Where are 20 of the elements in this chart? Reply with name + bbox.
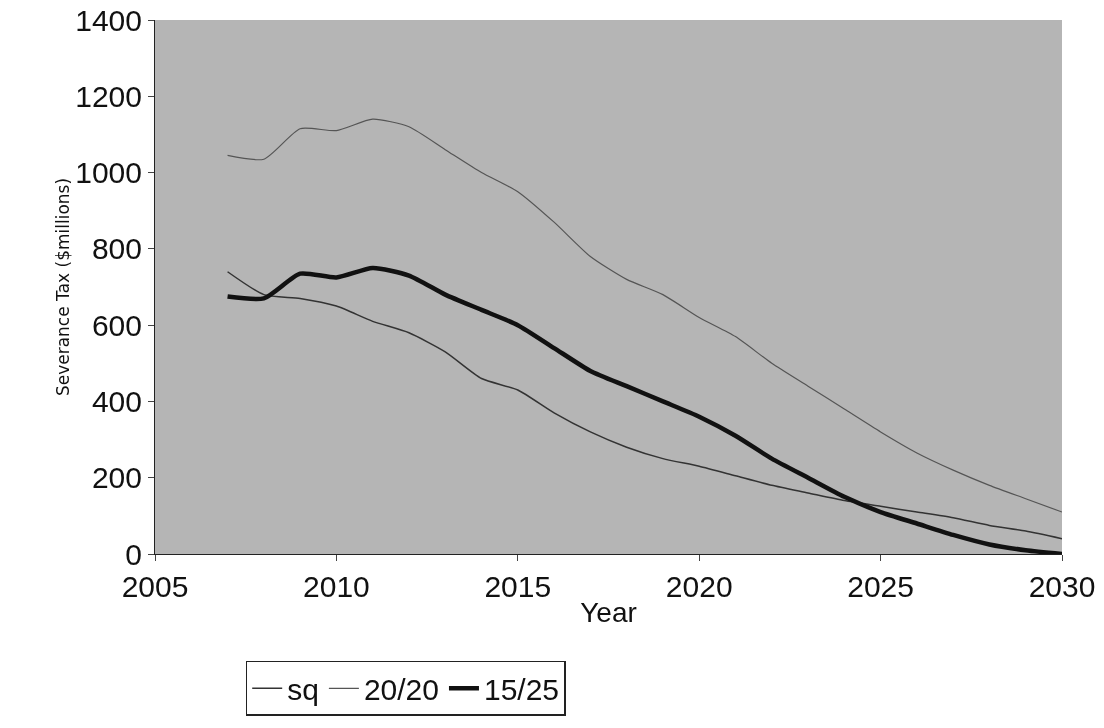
legend-label: sq <box>287 673 319 706</box>
line-series <box>226 118 1062 513</box>
y-tick-label: 0 <box>125 537 142 571</box>
y-tick-label: 1400 <box>75 3 142 37</box>
legend-label: 20/20 <box>363 673 439 706</box>
x-axis-title: Year <box>580 597 637 629</box>
x-tick-label: 2005 <box>121 570 189 603</box>
y-tick-label: 1200 <box>75 79 142 113</box>
x-tick-label: 2015 <box>484 570 552 603</box>
x-tick-label: 2030 <box>1028 570 1096 603</box>
y-tick-label: 1000 <box>75 156 142 190</box>
y-axis-title: Severance Tax ($millions) <box>53 177 74 397</box>
y-tick-label: 400 <box>91 384 142 418</box>
x-tick-label: 2010 <box>303 570 370 603</box>
y-tick-label: 600 <box>91 308 142 342</box>
y-tick-label: 200 <box>91 461 142 495</box>
x-tick-label: 2020 <box>665 570 733 603</box>
y-tick-label: 800 <box>91 232 142 266</box>
x-tick-label: 2025 <box>847 570 914 603</box>
legend-label: 15/25 <box>483 673 560 706</box>
